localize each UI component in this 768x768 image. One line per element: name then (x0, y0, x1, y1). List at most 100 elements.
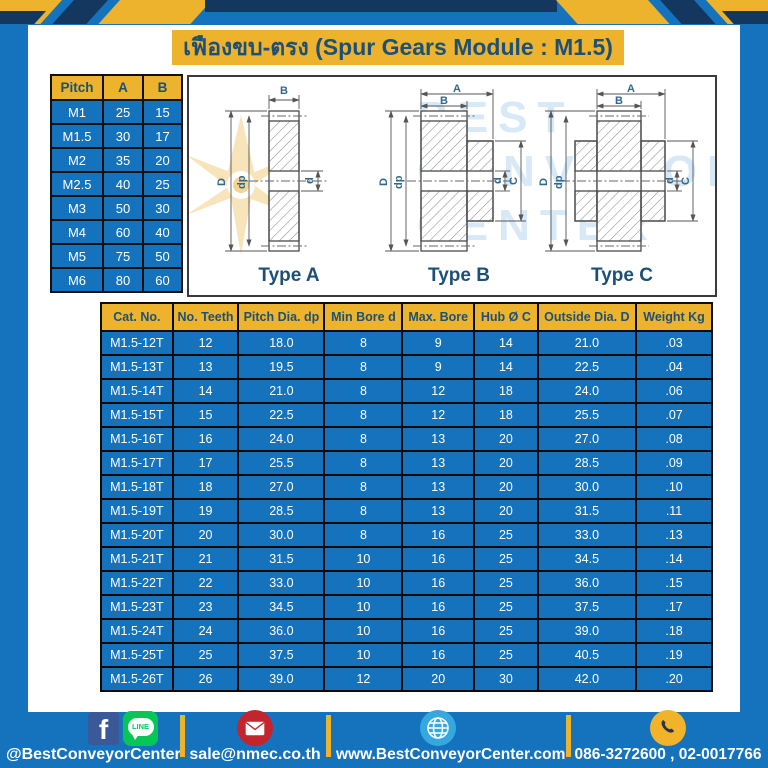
table-cell: 13 (401, 426, 476, 452)
table-row: M3 50 30 (50, 195, 183, 221)
table-cell: 33.0 (536, 522, 638, 548)
phone-icon[interactable] (650, 710, 686, 746)
table-cell: M1.5-12T (100, 330, 174, 356)
table-row: M1.5-16T 16 24.0 8 13 20 27.0.08 (100, 426, 713, 452)
table-cell: .17 (635, 594, 713, 620)
table-cell: 21.0 (237, 378, 326, 404)
footer-divider (180, 715, 185, 757)
table-cell: 8 (323, 354, 404, 380)
table-row: M1.5-13T 13 19.5 8 9 14 22.5.04 (100, 354, 713, 380)
table-cell: 20 (473, 474, 539, 500)
table-cell: 13 (401, 450, 476, 476)
table-cell: 13 (171, 354, 240, 380)
line-icon[interactable]: LINE (123, 711, 158, 746)
table-cell: 25 (473, 594, 539, 620)
table-cell: 30 (473, 666, 539, 692)
page-title: เฟืองขบ-ตรง (Spur Gears Module : M1.5) (172, 30, 624, 65)
table-cell: 9 (401, 354, 476, 380)
table-cell: 36.0 (237, 618, 326, 644)
table-cell: 39.0 (536, 618, 638, 644)
table-cell: 25 (473, 618, 539, 644)
dim-label-dp: dp (236, 175, 248, 189)
table-cell: 16 (401, 546, 476, 572)
table-cell: 10 (323, 570, 404, 596)
email-text[interactable]: sale@nmec.co.th (189, 746, 321, 763)
footer-divider (566, 715, 571, 757)
website-text[interactable]: www.BestConveyorCenter.com (336, 746, 566, 763)
table-cell: 30 (142, 195, 183, 221)
table-cell: 18.0 (237, 330, 326, 356)
table-cell: 25 (171, 642, 240, 668)
table-cell: 27.0 (536, 426, 638, 452)
column-header: Cat. No. (100, 302, 174, 332)
phone-numbers[interactable]: 086-3272600 , 02-0017766 (574, 746, 762, 763)
table-cell: 80 (102, 267, 144, 293)
table-cell: 42.0 (536, 666, 638, 692)
facebook-handle[interactable]: @BestConveyorCenter (6, 746, 181, 763)
table-cell: 60 (142, 267, 183, 293)
column-header: Pitch Dia. dp (237, 302, 326, 332)
table-cell: 19 (171, 498, 240, 524)
table-cell: 16 (401, 642, 476, 668)
table-row: M1.5-14T 14 21.0 8 12 18 24.0.06 (100, 378, 713, 404)
table-cell: 16 (401, 570, 476, 596)
table-cell: 8 (323, 450, 404, 476)
table-cell: 40 (102, 171, 144, 197)
table-cell: 27.0 (237, 474, 326, 500)
table-cell: 18 (171, 474, 240, 500)
table-cell: 50 (102, 195, 144, 221)
table-cell: M6 (50, 267, 104, 293)
table-cell: 24 (171, 618, 240, 644)
table-row: M1.5 30 17 (50, 123, 183, 149)
table-cell: 16 (401, 618, 476, 644)
table-cell: 25 (473, 570, 539, 596)
content-panel: เฟืองขบ-ตรง (Spur Gears Module : M1.5) P… (28, 25, 740, 712)
table-cell: 20 (473, 498, 539, 524)
table-cell: 17 (142, 123, 183, 149)
email-icon[interactable] (237, 710, 273, 746)
table-cell: .19 (635, 642, 713, 668)
table-cell: M5 (50, 243, 104, 269)
dim-label-B: B (615, 95, 623, 107)
table-row: M1.5-22T 22 33.0 10 16 25 36.0.15 (100, 570, 713, 596)
globe-glyph (427, 717, 449, 739)
column-header: A (102, 74, 144, 101)
table-cell: 60 (102, 219, 144, 245)
table-cell: 17 (171, 450, 240, 476)
table-cell: M1.5-19T (100, 498, 174, 524)
table-row: M1 25 15 (50, 99, 183, 125)
table-cell: 25 (102, 99, 144, 125)
facebook-icon[interactable]: f (88, 712, 119, 745)
table-cell: .07 (635, 402, 713, 428)
table-cell: 20 (142, 147, 183, 173)
table-cell: .11 (635, 498, 713, 524)
table-cell: .10 (635, 474, 713, 500)
table-cell: 8 (323, 402, 404, 428)
table-cell: 12 (401, 402, 476, 428)
dim-label-D: D (216, 178, 228, 186)
table-cell: 10 (323, 594, 404, 620)
table-cell: 30.0 (237, 522, 326, 548)
table-cell: 13 (401, 474, 476, 500)
dim-label-C: C (680, 177, 692, 185)
table-cell: 12 (401, 378, 476, 404)
table-cell: M1.5 (50, 123, 104, 149)
table-cell: 12 (323, 666, 404, 692)
table-cell: 31.5 (237, 546, 326, 572)
table-cell: 20 (401, 666, 476, 692)
table-cell: 8 (323, 522, 404, 548)
dim-label-d: d (304, 177, 316, 184)
header-row: Pitch A B (50, 74, 183, 101)
table-cell: .18 (635, 618, 713, 644)
table-cell: M1.5-16T (100, 426, 174, 452)
table-cell: 25.5 (237, 450, 326, 476)
table-cell: 12 (171, 330, 240, 356)
type-a-label: Type A (258, 265, 320, 286)
table-cell: 75 (102, 243, 144, 269)
dim-label-dp: dp (553, 175, 565, 189)
table-cell: 8 (323, 426, 404, 452)
column-header: Weight Kg (635, 302, 713, 332)
table-cell: 40.5 (536, 642, 638, 668)
globe-icon[interactable] (420, 710, 456, 746)
